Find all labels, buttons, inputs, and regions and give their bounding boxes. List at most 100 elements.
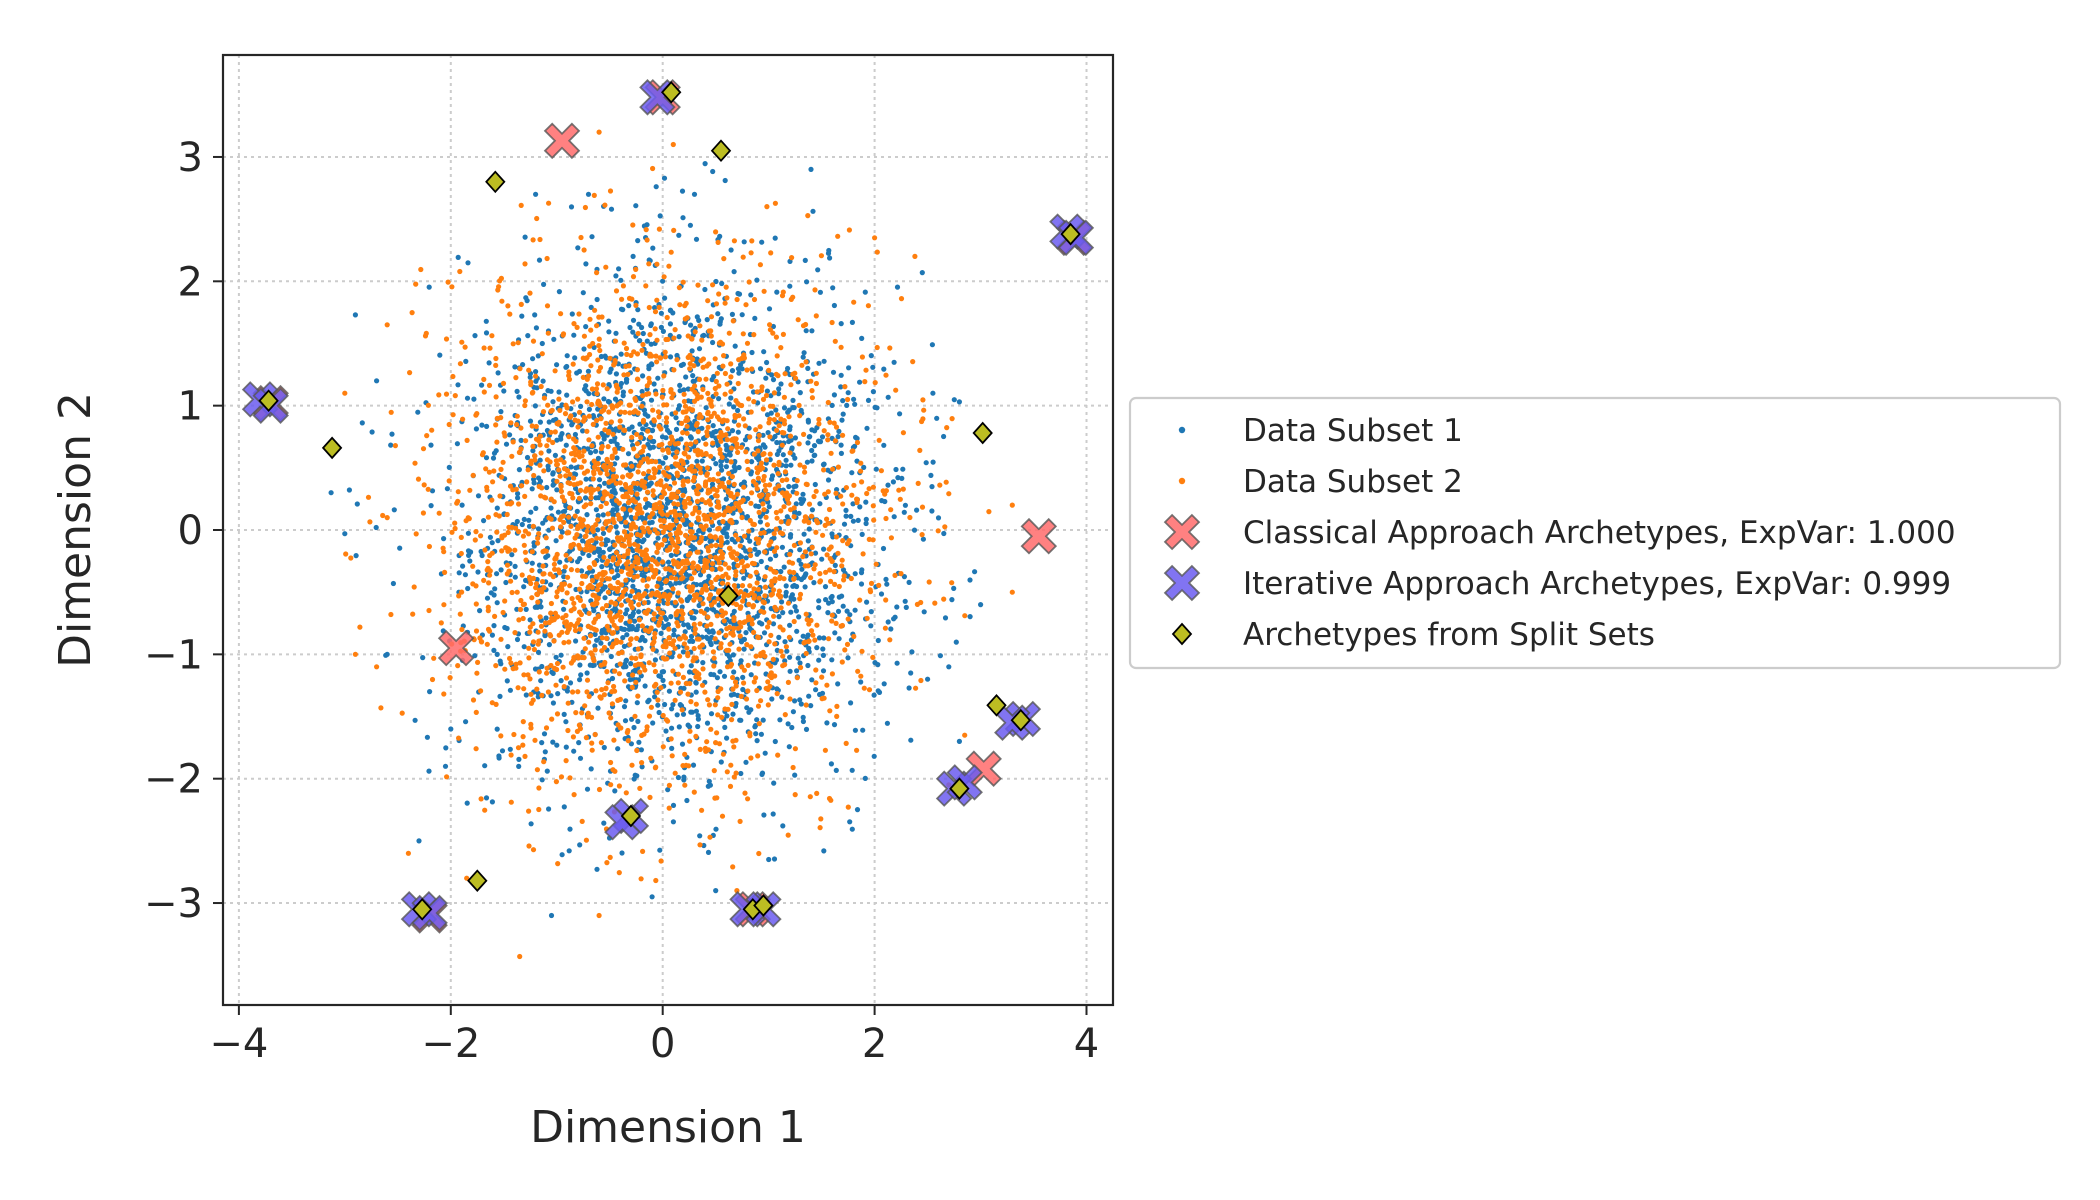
data-point (724, 437, 730, 443)
data-point (873, 561, 879, 567)
data-point (696, 376, 703, 382)
data-point (851, 633, 857, 640)
data-point (602, 404, 608, 410)
data-point (667, 650, 673, 656)
data-point (653, 184, 659, 190)
data-point (763, 487, 769, 493)
data-point (545, 463, 551, 469)
data-point (662, 295, 668, 301)
data-point (849, 492, 855, 498)
data-point (612, 542, 618, 548)
data-point (561, 640, 567, 646)
data-point (579, 710, 585, 716)
data-point (751, 595, 757, 601)
data-point (631, 574, 637, 580)
data-point (712, 385, 718, 392)
data-point (828, 544, 834, 550)
data-point (752, 315, 758, 321)
data-point (633, 679, 639, 685)
data-point (596, 786, 603, 793)
data-point (546, 448, 552, 454)
data-point (546, 642, 553, 648)
data-point (772, 641, 778, 647)
data-point (606, 428, 612, 435)
data-point (787, 622, 793, 628)
data-point (695, 282, 701, 288)
data-point (455, 382, 461, 388)
data-point (755, 448, 761, 454)
data-point (557, 586, 563, 592)
data-point (573, 638, 579, 644)
data-point (601, 396, 607, 402)
data-point (657, 464, 663, 470)
data-point (661, 175, 668, 181)
data-point (767, 451, 773, 457)
data-point (775, 471, 781, 477)
data-point (741, 533, 748, 539)
data-point (851, 482, 857, 488)
data-point (564, 629, 570, 636)
data-point (949, 580, 955, 586)
data-point (426, 284, 432, 290)
data-point (646, 261, 652, 267)
data-point (699, 682, 706, 688)
data-point (695, 515, 701, 521)
data-point (708, 543, 715, 549)
data-point (805, 213, 811, 219)
data-point (694, 458, 700, 464)
data-point (707, 533, 713, 539)
data-point (438, 620, 444, 626)
data-point (600, 496, 606, 502)
data-point (581, 458, 587, 464)
data-point (467, 558, 473, 564)
data-point (464, 875, 470, 881)
data-point (571, 600, 577, 607)
data-point (645, 699, 651, 705)
data-point (771, 531, 777, 537)
data-point (577, 545, 583, 552)
data-point (575, 559, 581, 565)
data-point (635, 410, 641, 416)
data-point (861, 685, 867, 691)
data-point (726, 647, 732, 653)
data-point (641, 529, 647, 535)
data-point (758, 731, 765, 737)
data-point (681, 622, 687, 628)
data-point (599, 443, 605, 450)
data-point (677, 653, 683, 659)
data-point (731, 774, 737, 780)
data-point (470, 472, 476, 478)
data-point (589, 714, 595, 721)
data-point (812, 637, 818, 643)
data-point (489, 497, 495, 503)
data-point (624, 376, 630, 382)
data-point (530, 237, 536, 243)
data-point (580, 538, 586, 544)
data-point (505, 644, 511, 650)
data-point (493, 663, 499, 669)
data-point (715, 471, 722, 477)
data-point (730, 686, 736, 692)
data-point (857, 379, 863, 385)
data-point (678, 436, 684, 442)
data-point (841, 521, 848, 527)
data-point (481, 345, 487, 351)
data-point (601, 692, 608, 698)
data-point (814, 790, 820, 797)
data-point (494, 600, 500, 606)
data-point (612, 600, 619, 607)
data-point (649, 458, 655, 464)
data-point (638, 435, 644, 441)
data-point (612, 614, 619, 620)
data-point (616, 554, 622, 560)
data-point (622, 718, 629, 724)
data-point (443, 745, 449, 751)
data-point (691, 474, 698, 480)
data-point (491, 468, 497, 474)
data-point (527, 676, 533, 682)
data-point (576, 311, 582, 317)
data-point (942, 524, 948, 530)
data-point (746, 601, 752, 608)
data-point (597, 470, 603, 476)
data-point (596, 314, 602, 320)
